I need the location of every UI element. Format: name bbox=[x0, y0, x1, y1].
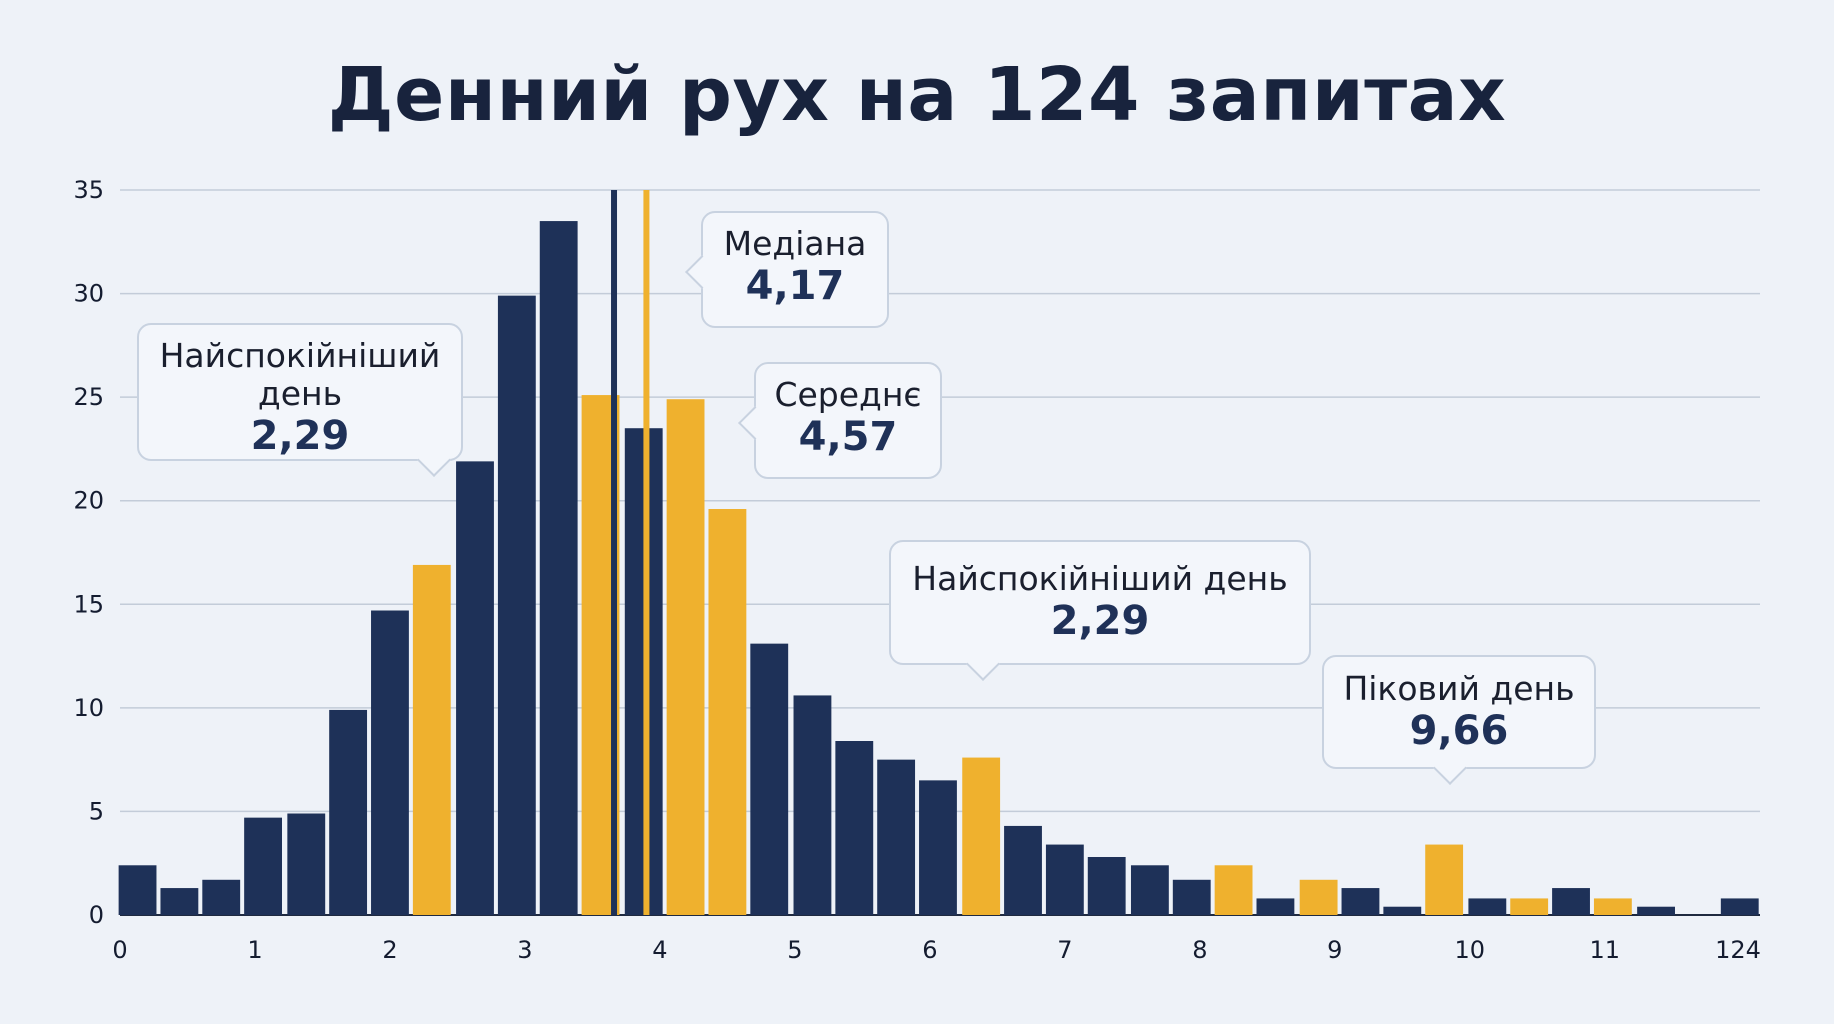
chart-title: Денний рух на 124 запитах bbox=[327, 52, 1507, 138]
callout-median: Медіана 4,17 bbox=[685, 211, 889, 328]
bar bbox=[835, 741, 874, 915]
y-tick-label: 15 bbox=[73, 590, 104, 618]
x-tick-label: 11 bbox=[1590, 936, 1621, 964]
callout-mean-label: Середнє bbox=[774, 375, 922, 414]
bar bbox=[919, 780, 957, 915]
x-tick-label: 2 bbox=[382, 936, 397, 964]
callout-peak: Піковий день 9,66 bbox=[1322, 655, 1596, 785]
bar-highlight bbox=[1510, 898, 1549, 915]
bar bbox=[329, 709, 368, 915]
x-tick-label: 8 bbox=[1192, 936, 1207, 964]
bar bbox=[1637, 906, 1675, 915]
callout-calm-right-value: 2,29 bbox=[1050, 598, 1150, 644]
callout-calm-left-value: 2,29 bbox=[250, 413, 350, 459]
y-tick-label: 0 bbox=[89, 901, 104, 929]
bar-highlight bbox=[962, 757, 1001, 915]
x-tick-label: 124 bbox=[1715, 936, 1761, 964]
y-tick-label: 25 bbox=[73, 383, 104, 411]
bar bbox=[1045, 844, 1084, 915]
bar-highlight bbox=[412, 564, 451, 915]
y-tick-label: 20 bbox=[73, 487, 104, 515]
x-tick-label: 6 bbox=[922, 936, 937, 964]
bar bbox=[371, 610, 409, 915]
bar-highlight bbox=[1299, 879, 1338, 915]
y-tick-label: 30 bbox=[73, 280, 104, 308]
x-tick-label: 0 bbox=[112, 936, 127, 964]
bar bbox=[1552, 888, 1590, 915]
x-tick-label: 7 bbox=[1057, 936, 1072, 964]
x-tick-label: 10 bbox=[1455, 936, 1486, 964]
bar bbox=[1468, 898, 1507, 915]
bar bbox=[456, 461, 494, 915]
callout-calm-right: Найспокійніший день 2,29 bbox=[889, 540, 1311, 681]
callout-mean-value: 4,57 bbox=[798, 414, 898, 460]
bar bbox=[497, 295, 536, 916]
callout-calm-right-label: Найспокійніший день bbox=[912, 559, 1288, 598]
bar bbox=[287, 813, 326, 915]
x-tick-label: 5 bbox=[787, 936, 802, 964]
callout-mean: Середнє 4,57 bbox=[738, 362, 942, 479]
bar-highlight bbox=[708, 509, 747, 915]
bar-highlight bbox=[1214, 865, 1253, 915]
bar bbox=[202, 879, 241, 915]
bar bbox=[1004, 825, 1042, 915]
bar-highlight bbox=[666, 399, 705, 915]
bar bbox=[1087, 857, 1126, 915]
callout-peak-value: 9,66 bbox=[1409, 708, 1509, 754]
bar bbox=[1256, 898, 1295, 915]
callout-median-label: Медіана bbox=[723, 224, 867, 263]
y-tick-labels: 0 5 10 15 20 25 30 35 bbox=[73, 176, 104, 929]
bar bbox=[160, 888, 199, 915]
callout-calm-left-label: Найспокійніший день bbox=[159, 336, 441, 413]
bar bbox=[750, 643, 789, 915]
bar bbox=[1720, 898, 1759, 915]
callout-median-value: 4,17 bbox=[745, 263, 845, 309]
x-tick-labels: 0 1 2 3 4 5 6 7 8 9 10 11 124 bbox=[112, 936, 1761, 964]
y-tick-label: 10 bbox=[73, 694, 104, 722]
y-tick-label: 35 bbox=[73, 176, 104, 204]
bar bbox=[539, 221, 578, 916]
bar-highlight bbox=[1593, 898, 1632, 915]
bar bbox=[1383, 906, 1422, 915]
bar bbox=[1341, 888, 1380, 915]
x-tick-label: 3 bbox=[517, 936, 532, 964]
x-tick-label: 9 bbox=[1327, 936, 1342, 964]
bar bbox=[1130, 865, 1169, 915]
reference-lines bbox=[611, 190, 650, 915]
bar bbox=[244, 817, 282, 915]
bar bbox=[1172, 879, 1211, 915]
callout-peak-label: Піковий день bbox=[1343, 669, 1575, 708]
bar bbox=[877, 759, 916, 915]
x-tick-label: 4 bbox=[652, 936, 667, 964]
x-tick-label: 1 bbox=[247, 936, 262, 964]
bar bbox=[118, 865, 157, 915]
y-tick-label: 5 bbox=[89, 797, 104, 825]
bar-highlight bbox=[1425, 844, 1464, 915]
bar bbox=[793, 695, 832, 915]
callout-calm-left: Найспокійніший день 2,29 bbox=[137, 323, 463, 477]
